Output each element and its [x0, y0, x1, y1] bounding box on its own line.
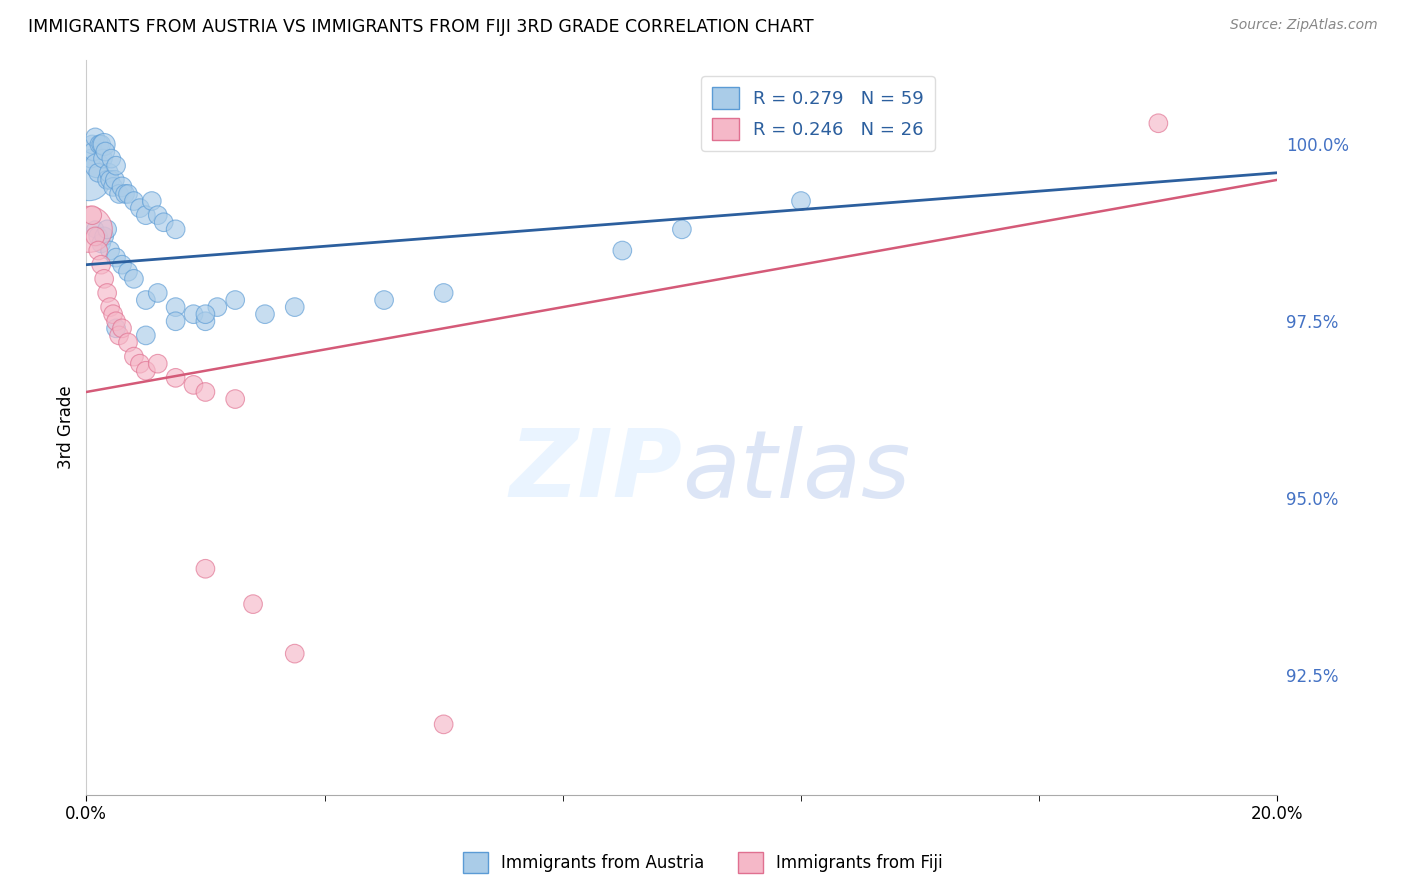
Point: [122, 194, 145, 208]
Point: [146, 357, 169, 371]
Point: [183, 378, 205, 392]
Point: [94, 145, 117, 159]
Legend: R = 0.279   N = 59, R = 0.246   N = 26: R = 0.279 N = 59, R = 0.246 N = 26: [702, 76, 935, 151]
Point: [114, 186, 136, 201]
Point: [96, 285, 118, 300]
Point: [77, 222, 100, 236]
Point: [86, 159, 108, 173]
Point: [96, 173, 118, 187]
Point: [373, 293, 395, 307]
Point: [98, 300, 121, 314]
Point: [84, 130, 107, 145]
Point: [165, 314, 187, 328]
Point: [105, 321, 128, 335]
Point: [152, 215, 174, 229]
Point: [671, 222, 693, 236]
Point: [100, 152, 122, 166]
Point: [433, 717, 456, 731]
Point: [82, 208, 104, 222]
Point: [224, 293, 246, 307]
Point: [141, 194, 163, 208]
Point: [90, 236, 112, 251]
Point: [90, 137, 112, 152]
Point: [105, 314, 128, 328]
Point: [91, 152, 114, 166]
Point: [87, 166, 110, 180]
Point: [101, 180, 124, 194]
Point: [194, 307, 217, 321]
Point: [101, 307, 124, 321]
Point: [433, 285, 456, 300]
Point: [93, 137, 115, 152]
Point: [105, 159, 128, 173]
Point: [111, 321, 134, 335]
Point: [790, 194, 813, 208]
Point: [242, 597, 264, 611]
Point: [194, 562, 217, 576]
Point: [105, 251, 128, 265]
Text: IMMIGRANTS FROM AUSTRIA VS IMMIGRANTS FROM FIJI 3RD GRADE CORRELATION CHART: IMMIGRANTS FROM AUSTRIA VS IMMIGRANTS FR…: [28, 18, 814, 36]
Text: ZIP: ZIP: [509, 425, 682, 517]
Point: [135, 293, 157, 307]
Text: atlas: atlas: [682, 426, 910, 517]
Point: [108, 186, 131, 201]
Point: [84, 229, 107, 244]
Point: [122, 272, 145, 286]
Point: [284, 647, 307, 661]
Point: [98, 173, 121, 187]
Point: [87, 229, 110, 244]
Point: [165, 222, 187, 236]
Point: [77, 173, 100, 187]
Y-axis label: 3rd Grade: 3rd Grade: [58, 385, 75, 469]
Point: [117, 265, 139, 279]
Point: [194, 314, 217, 328]
Point: [84, 222, 107, 236]
Point: [224, 392, 246, 406]
Point: [165, 300, 187, 314]
Point: [284, 300, 307, 314]
Legend: Immigrants from Austria, Immigrants from Fiji: Immigrants from Austria, Immigrants from…: [457, 846, 949, 880]
Point: [111, 180, 134, 194]
Point: [146, 208, 169, 222]
Point: [90, 258, 112, 272]
Point: [135, 208, 157, 222]
Text: Source: ZipAtlas.com: Source: ZipAtlas.com: [1230, 18, 1378, 32]
Point: [183, 307, 205, 321]
Point: [87, 244, 110, 258]
Point: [122, 350, 145, 364]
Point: [253, 307, 276, 321]
Point: [194, 384, 217, 399]
Point: [93, 272, 115, 286]
Point: [1147, 116, 1170, 130]
Point: [135, 328, 157, 343]
Point: [207, 300, 229, 314]
Point: [82, 145, 104, 159]
Point: [128, 201, 150, 215]
Point: [165, 371, 187, 385]
Point: [96, 222, 118, 236]
Point: [146, 285, 169, 300]
Point: [117, 186, 139, 201]
Point: [93, 229, 115, 244]
Point: [128, 357, 150, 371]
Point: [89, 137, 111, 152]
Point: [117, 335, 139, 350]
Point: [104, 173, 127, 187]
Point: [612, 244, 634, 258]
Point: [97, 166, 120, 180]
Point: [98, 244, 121, 258]
Point: [111, 258, 134, 272]
Point: [108, 328, 131, 343]
Point: [80, 152, 103, 166]
Point: [135, 364, 157, 378]
Point: [82, 137, 104, 152]
